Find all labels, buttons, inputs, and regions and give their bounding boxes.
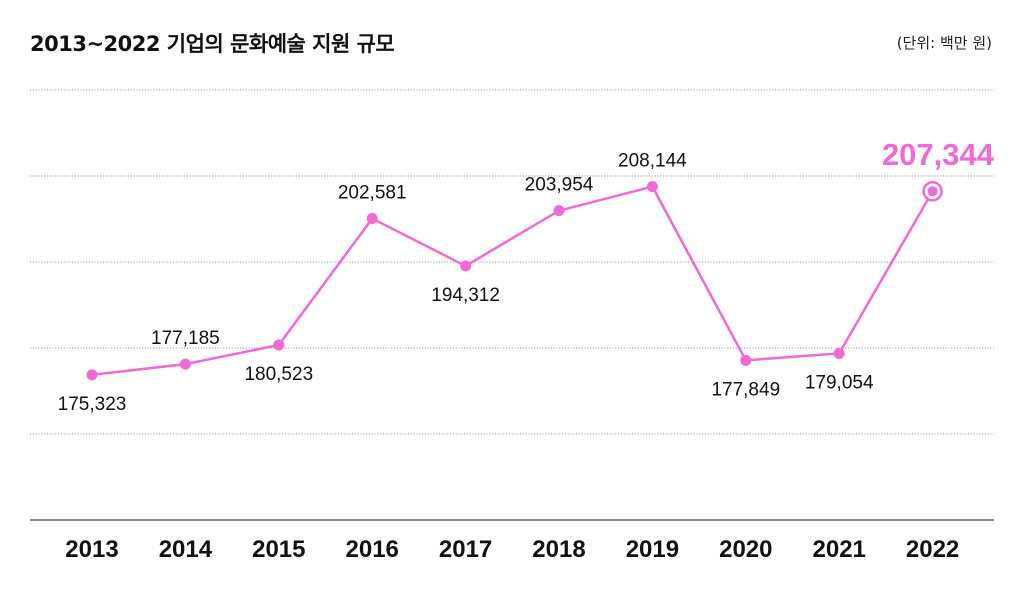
x-axis-ticks: 2013 2014 2015 2016 2017 2018 2019 2020 2021 2022 xyxy=(65,536,959,563)
data-label-highlight: 207,344 xyxy=(882,137,995,172)
data-point xyxy=(86,369,98,381)
data-label: 194,312 xyxy=(431,285,500,306)
data-point-highlight xyxy=(927,186,938,197)
chart-title: 2013~2022 기업의 문화예술 지원 규모 xyxy=(30,32,395,56)
data-label: 177,185 xyxy=(151,328,220,349)
data-label: 175,323 xyxy=(58,394,127,415)
x-tick-label: 2014 xyxy=(159,536,213,563)
data-point xyxy=(833,347,845,359)
x-tick-label: 2019 xyxy=(626,536,679,563)
data-point xyxy=(179,358,191,370)
data-point xyxy=(366,213,378,225)
series-line xyxy=(90,185,934,377)
data-point xyxy=(460,260,472,272)
unit-label: (단위: 백만 원) xyxy=(896,34,992,52)
data-label: 202,581 xyxy=(338,183,407,204)
x-tick-label: 2021 xyxy=(813,536,866,563)
x-tick-label: 2015 xyxy=(252,536,305,563)
x-tick-label: 2016 xyxy=(346,536,399,563)
data-point xyxy=(273,339,285,351)
x-tick-label: 2017 xyxy=(439,536,492,563)
data-label: 180,523 xyxy=(244,364,313,385)
data-point xyxy=(553,205,565,217)
data-label: 177,849 xyxy=(711,379,780,400)
x-tick-label: 2018 xyxy=(532,536,585,563)
series-line-group xyxy=(90,185,934,377)
data-label: 179,054 xyxy=(805,372,874,393)
grid-lines xyxy=(30,89,994,521)
data-point xyxy=(740,354,752,366)
x-tick-label: 2020 xyxy=(719,536,772,563)
data-labels: 175,323 177,185 180,523 202,581 194,312 203,9… xyxy=(58,137,995,415)
x-tick-label: 2013 xyxy=(65,536,118,563)
data-point xyxy=(646,181,658,193)
data-points xyxy=(86,180,943,381)
data-label: 208,144 xyxy=(618,151,687,172)
data-label: 203,954 xyxy=(525,175,594,196)
x-tick-label: 2022 xyxy=(906,536,959,563)
